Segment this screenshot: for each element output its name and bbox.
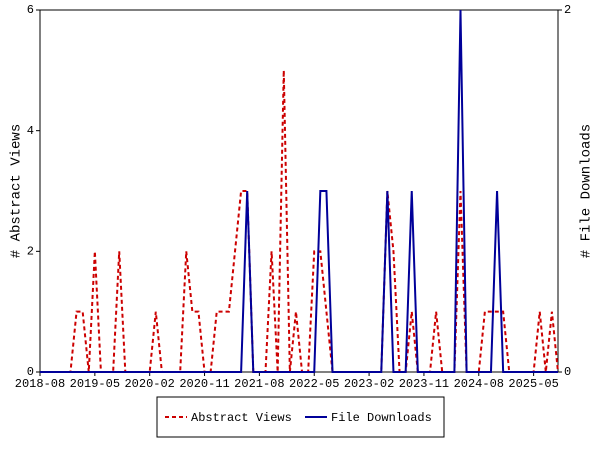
series-line [40,70,559,373]
x-tick-label: 2024-08 [454,377,504,391]
x-tick-label: 2021-08 [234,377,284,391]
x-tick-label: 2020-11 [179,377,229,391]
x-tick-label: 2018-08 [15,377,65,391]
y2-axis-label: # File Downloads [579,124,595,258]
x-tick-label: 2020-02 [124,377,174,391]
y2-tick-label: 2 [564,3,571,17]
y-tick-label: 6 [27,3,34,17]
y-tick-label: 4 [27,124,34,138]
y-tick-label: 0 [27,365,34,379]
x-tick-label: 2019-05 [70,377,120,391]
plot-frame [39,9,559,373]
series-line [40,9,558,373]
legend-label: Abstract Views [191,411,292,425]
y2-tick-label: 0 [564,365,571,379]
x-tick-label: 2023-11 [399,377,449,391]
x-tick-label: 2025-05 [508,377,558,391]
x-tick-label: 2022-05 [289,377,339,391]
x-tick-label: 2023-02 [344,377,394,391]
y-tick-label: 2 [27,245,34,259]
y-axis-label: # Abstract Views [9,124,25,258]
legend-box [156,396,445,438]
legend-label: File Downloads [331,411,432,425]
